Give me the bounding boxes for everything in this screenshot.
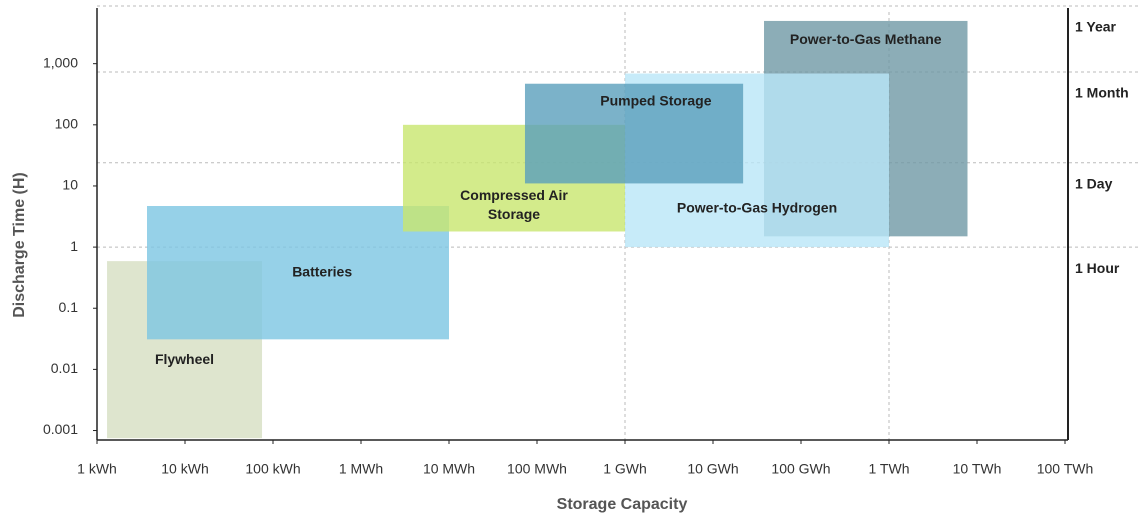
y2-tick-label: 1 Day [1075,175,1113,191]
range-box [147,206,449,340]
y-axis-label: Discharge Time (H) [11,172,28,318]
x-tick-label: 100 TWh [1037,461,1094,477]
x-tick-label: 100 kWh [245,461,300,477]
box-label: Power-to-Gas Methane [790,31,942,47]
y2-tick-label: 1 Year [1075,19,1117,35]
y-tick-label: 0.001 [43,421,78,437]
x-tick-label: 10 MWh [423,461,475,477]
y-tick-label: 100 [55,116,79,132]
y-tick-label: 1,000 [43,54,78,70]
x-tick-label: 1 GWh [603,461,647,477]
box-label: Flywheel [155,351,214,367]
y2-tick-label: 1 Month [1075,85,1129,101]
x-axis-label: Storage Capacity [557,496,688,513]
y-tick-label: 0.1 [59,299,79,315]
y-tick-label: 10 [62,177,78,193]
x-tick-label: 10 kWh [161,461,208,477]
box-label: Power-to-Gas Hydrogen [677,200,837,216]
x-tick-label: 10 TWh [953,461,1002,477]
x-tick-label: 1 TWh [869,461,910,477]
box-label: Compressed Air Storage [460,187,568,222]
x-tick-label: 1 MWh [339,461,383,477]
x-tick-label: 100 MWh [507,461,567,477]
x-tick-label: 100 GWh [771,461,830,477]
range-box [524,83,744,184]
box-label: Batteries [292,263,352,279]
y-tick-label: 0.01 [51,360,78,376]
box-label: Pumped Storage [600,92,711,108]
y2-tick-label: 1 Hour [1075,260,1120,276]
x-tick-label: 1 kWh [77,461,117,477]
x-tick-label: 10 GWh [687,461,738,477]
y-tick-label: 1 [70,238,78,254]
